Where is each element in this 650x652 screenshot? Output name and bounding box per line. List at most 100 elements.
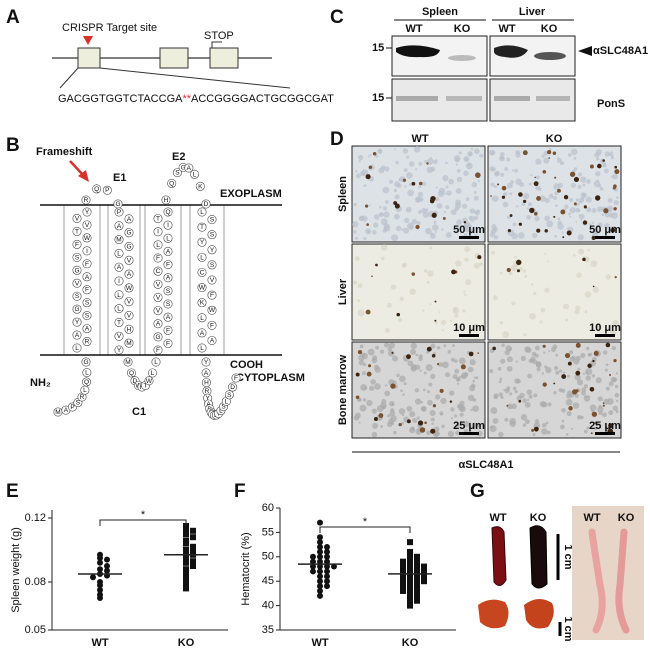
residue: F xyxy=(166,340,170,347)
stained-cell xyxy=(542,170,547,174)
cell xyxy=(364,386,368,390)
residue: D xyxy=(133,378,138,385)
data-point xyxy=(324,563,330,570)
residue: S xyxy=(85,300,90,307)
y-axis-label: Spleen weight (g) xyxy=(10,527,22,613)
cell xyxy=(418,161,423,166)
cell xyxy=(411,218,418,225)
column-label: KO xyxy=(546,133,563,145)
residue: G xyxy=(83,359,88,366)
cell xyxy=(354,256,360,261)
stained-cell xyxy=(426,346,432,352)
cell xyxy=(567,374,570,378)
residue-circle xyxy=(92,184,102,194)
cell xyxy=(443,344,447,348)
data-point xyxy=(190,527,196,534)
residue: I xyxy=(167,222,169,229)
cell xyxy=(554,234,558,238)
cell xyxy=(578,214,582,217)
x-tick-label: WT xyxy=(91,637,108,649)
data-point xyxy=(317,583,323,590)
cell xyxy=(384,390,391,397)
residue-circle xyxy=(82,298,92,308)
residue: K xyxy=(200,300,205,307)
residue: G xyxy=(181,164,186,171)
residue: Y xyxy=(85,209,90,216)
data-point xyxy=(190,534,196,541)
stained-cell xyxy=(614,165,618,169)
residue-circle xyxy=(163,338,173,348)
residue: T xyxy=(75,228,79,235)
cell xyxy=(455,376,461,382)
residue: L xyxy=(200,209,204,216)
cell xyxy=(354,236,358,240)
lane-label: WT xyxy=(583,512,600,524)
cell xyxy=(440,413,443,416)
exon xyxy=(77,47,101,69)
cell xyxy=(464,246,471,253)
tissue-label: Liver xyxy=(519,6,546,18)
residue-circle xyxy=(197,237,207,247)
stained-cell xyxy=(426,162,429,165)
stop-bracket xyxy=(211,41,222,48)
panel-label: E xyxy=(6,481,19,502)
data-point xyxy=(324,578,330,585)
stained-cell xyxy=(371,275,373,278)
deletion: ** xyxy=(182,93,191,105)
stained-cell xyxy=(594,195,601,201)
exoplasm-label: EXOPLASM xyxy=(220,188,282,200)
cell xyxy=(420,400,423,404)
cell xyxy=(403,262,407,267)
cell xyxy=(605,363,609,367)
stained-cell xyxy=(522,199,527,204)
data-point xyxy=(317,573,323,580)
cell xyxy=(615,399,619,403)
data-point xyxy=(414,587,420,594)
residue: R xyxy=(80,394,85,401)
data-point xyxy=(331,563,337,570)
cell xyxy=(435,186,438,189)
cell xyxy=(521,202,526,207)
residue-circle xyxy=(153,306,163,316)
residue: V xyxy=(75,215,80,222)
cell xyxy=(524,274,528,278)
stained-cell xyxy=(366,223,369,226)
data-point xyxy=(400,578,406,585)
cell xyxy=(534,216,540,222)
cell xyxy=(357,299,361,303)
scale-bar xyxy=(595,236,615,239)
cell xyxy=(570,182,576,188)
stained-cell xyxy=(516,269,520,273)
residue-circle xyxy=(82,220,92,230)
lane-label: KO xyxy=(530,512,547,524)
residue-circle xyxy=(82,272,92,282)
cell xyxy=(430,343,436,349)
residue-circle xyxy=(153,266,163,276)
cell xyxy=(436,203,443,209)
data-point xyxy=(317,553,323,560)
cell xyxy=(458,357,466,365)
cell xyxy=(450,407,455,412)
stained-cell xyxy=(394,203,400,209)
cell xyxy=(393,148,396,151)
cell xyxy=(403,382,407,386)
data-point xyxy=(183,571,189,577)
cell xyxy=(427,399,433,406)
residue-circle xyxy=(72,239,82,249)
residue-circle xyxy=(153,332,163,342)
residue-circle xyxy=(197,328,207,338)
stained-cell xyxy=(608,423,614,429)
cell xyxy=(359,344,364,349)
residue: S xyxy=(210,262,215,269)
residue-circle xyxy=(197,222,207,232)
cell xyxy=(418,185,422,189)
stained-cell xyxy=(475,172,481,178)
stained-cell xyxy=(582,220,588,225)
cell xyxy=(529,313,536,320)
residue-circle xyxy=(167,178,177,188)
data-point xyxy=(317,519,323,526)
cell xyxy=(511,169,514,172)
residue: L xyxy=(151,370,155,377)
cell xyxy=(437,190,445,198)
stop-label: STOP xyxy=(204,30,234,42)
